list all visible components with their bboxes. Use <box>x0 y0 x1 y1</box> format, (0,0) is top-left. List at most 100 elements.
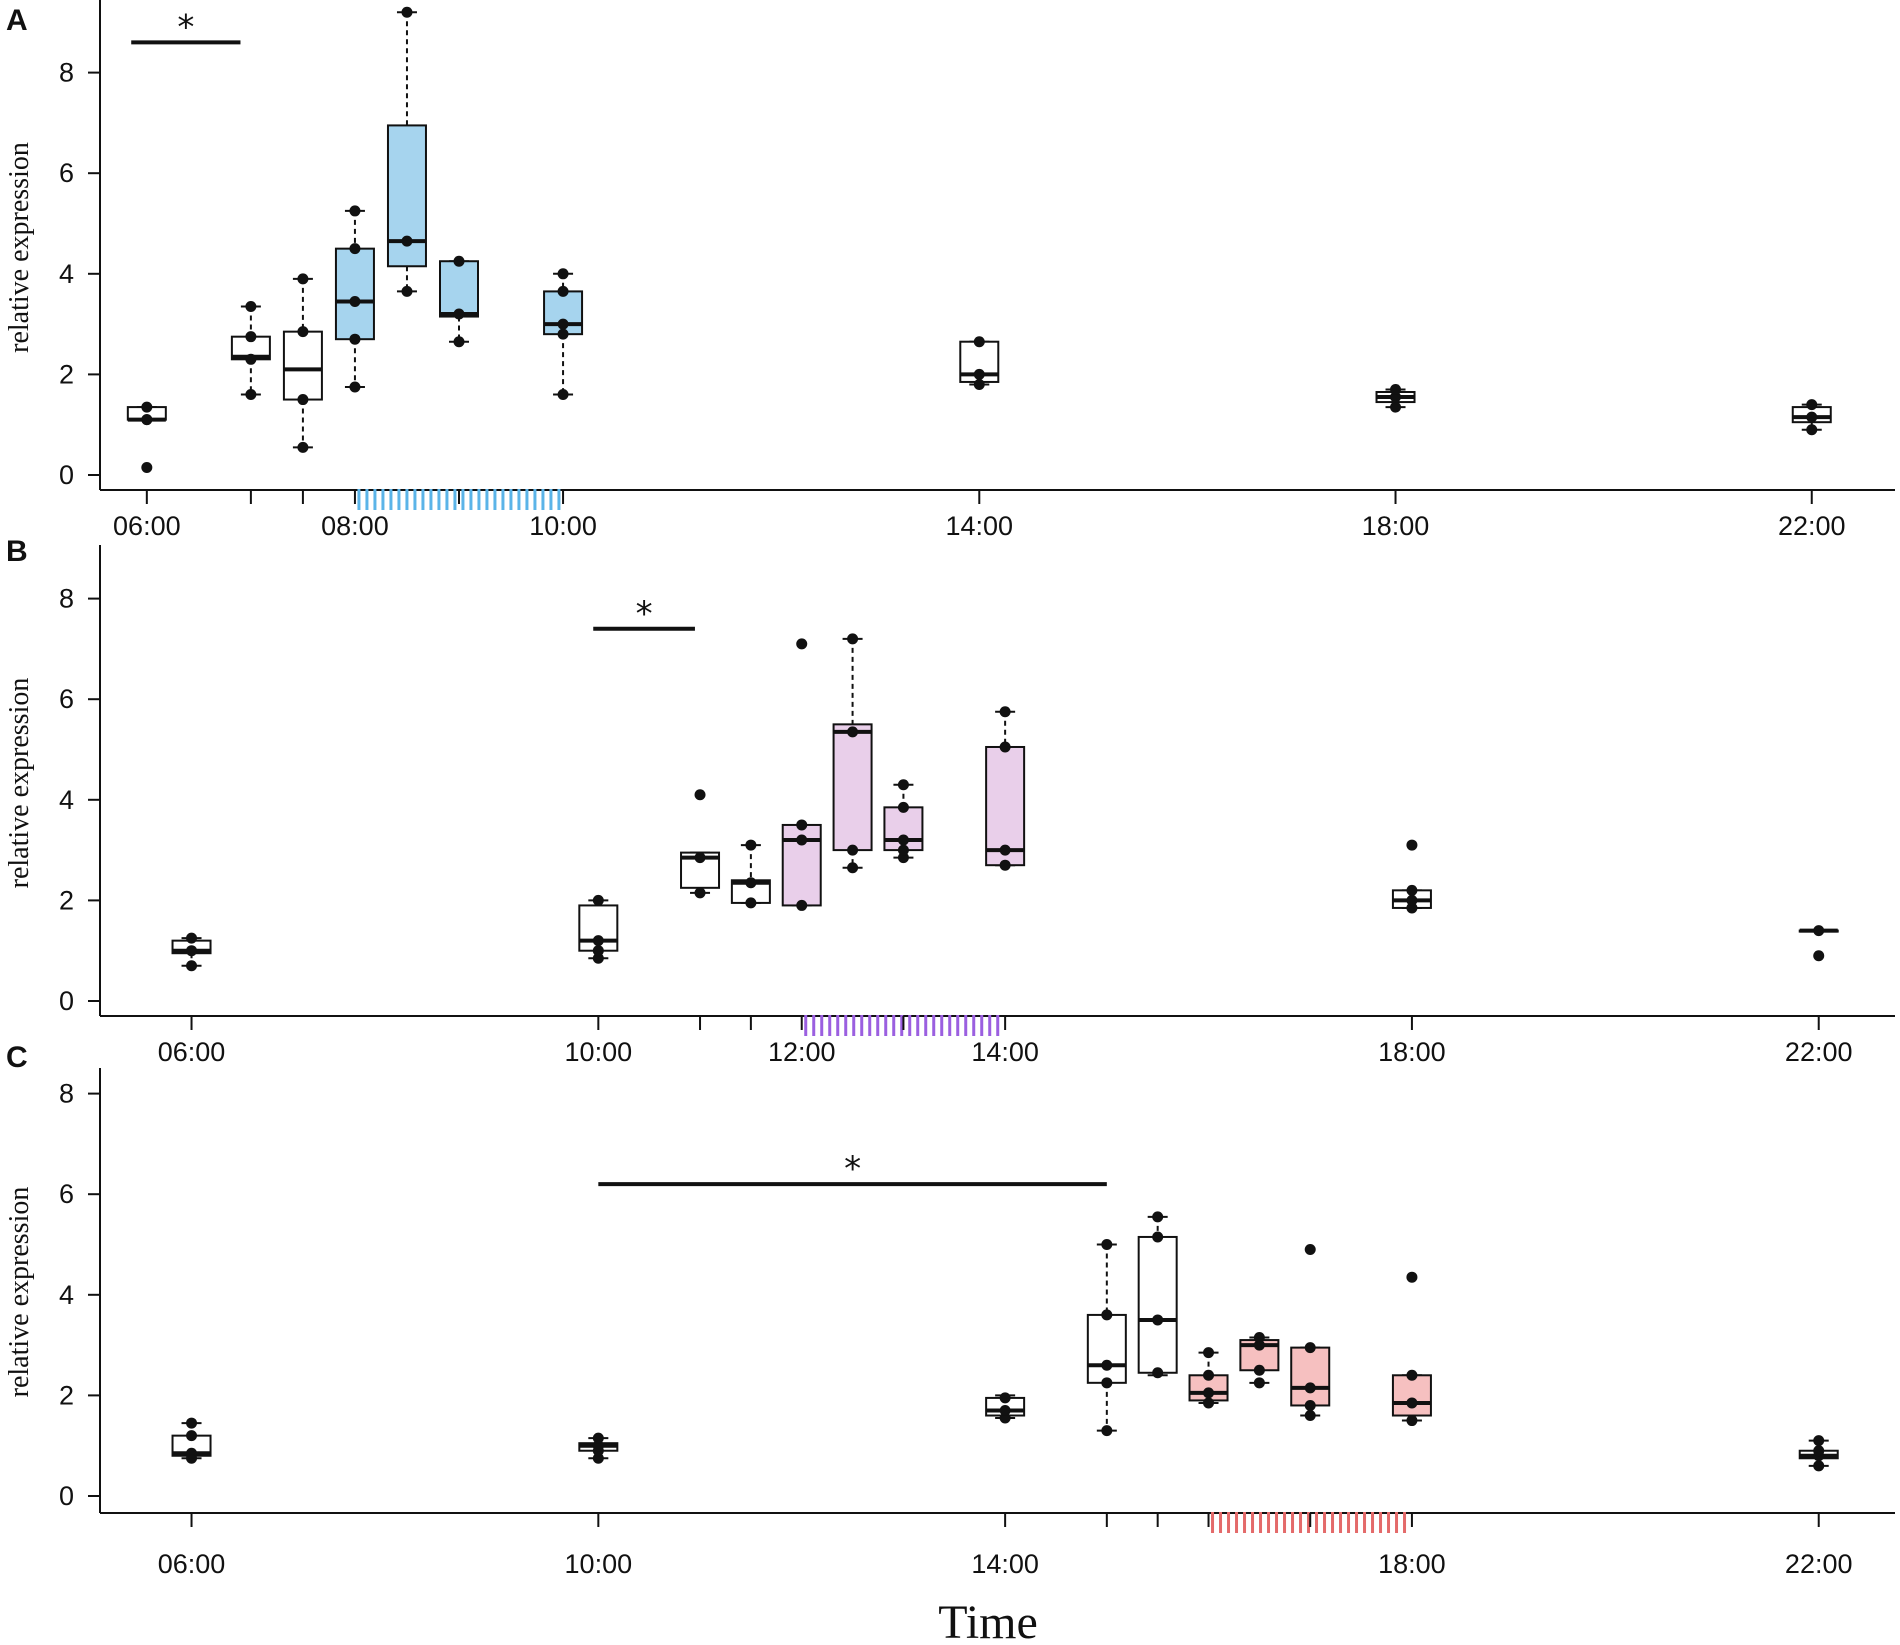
data-point <box>349 205 361 217</box>
boxplot <box>171 1417 212 1464</box>
data-point <box>186 960 198 972</box>
boxplot <box>959 336 1000 390</box>
data-point <box>592 894 604 906</box>
boxplot <box>334 205 375 393</box>
panel-a: A 0 2 4 6 8 relative expression 06:00 08:00 10:00… <box>4 0 1895 541</box>
y-tick-label: 6 <box>59 158 74 188</box>
x-tick-label: 18:00 <box>1378 1037 1446 1067</box>
data-point <box>796 899 808 911</box>
y-tick-label: 4 <box>59 259 74 289</box>
x-tick-label: 10:00 <box>565 1549 633 1579</box>
data-point <box>796 834 808 846</box>
data-point <box>1304 1382 1316 1394</box>
data-point <box>1406 1397 1418 1409</box>
data-point <box>897 834 909 846</box>
data-point <box>592 945 604 957</box>
panel-letter: B <box>6 535 28 568</box>
x-tick-label: 14:00 <box>971 1549 1039 1579</box>
data-point <box>1390 401 1402 413</box>
data-point <box>297 326 309 338</box>
data-point <box>557 328 569 340</box>
data-point <box>897 801 909 813</box>
data-point <box>1101 1309 1113 1321</box>
boxplot <box>1391 839 1432 914</box>
data-point <box>694 887 706 899</box>
y-tick-label: 4 <box>59 785 74 815</box>
data-point <box>349 243 361 255</box>
data-point <box>847 844 859 856</box>
x-tick-label: 06:00 <box>158 1549 226 1579</box>
data-point <box>557 268 569 280</box>
data-point <box>186 945 198 957</box>
data-point <box>745 897 757 909</box>
data-point <box>694 852 706 864</box>
data-point <box>745 877 757 889</box>
data-point <box>1813 1445 1825 1457</box>
data-point <box>999 1404 1011 1416</box>
data-point <box>1813 950 1825 962</box>
y-tick-label: 8 <box>59 584 74 614</box>
data-point <box>245 300 257 312</box>
data-point <box>1304 1244 1316 1256</box>
x-tick-label: 10:00 <box>565 1037 633 1067</box>
y-tick-label: 4 <box>59 1280 74 1310</box>
boxplot <box>578 1432 619 1464</box>
data-point <box>1203 1387 1215 1399</box>
boxplot <box>730 839 771 909</box>
y-tick-label: 0 <box>59 986 74 1016</box>
boxplot <box>1239 1332 1280 1389</box>
data-point <box>1203 1369 1215 1381</box>
data-point <box>592 1432 604 1444</box>
box <box>282 330 323 401</box>
data-point <box>186 1430 198 1442</box>
y-axis-label: relative expression <box>4 678 35 889</box>
panel-letter: C <box>6 1041 28 1074</box>
hatch-band <box>357 489 561 510</box>
data-point <box>1406 884 1418 896</box>
data-point <box>973 378 985 390</box>
boxplot <box>883 779 924 864</box>
data-point <box>592 952 604 964</box>
data-point <box>897 779 909 791</box>
data-point <box>1304 1410 1316 1422</box>
boxplot <box>126 401 167 473</box>
data-point <box>1406 894 1418 906</box>
x-tick-label: 18:00 <box>1378 1549 1446 1579</box>
data-point <box>1253 1364 1265 1376</box>
data-point <box>141 414 153 426</box>
box <box>832 723 873 852</box>
data-point <box>186 932 198 944</box>
significance-star: * <box>844 1149 861 1189</box>
data-point <box>999 859 1011 871</box>
data-point <box>349 381 361 393</box>
panel-letter: A <box>6 4 28 37</box>
x-tick-label: 18:00 <box>1362 511 1430 541</box>
hatch-band <box>804 1015 1000 1036</box>
box <box>334 247 375 341</box>
data-point <box>1152 1367 1164 1379</box>
boxplot <box>1137 1211 1178 1379</box>
boxplot <box>439 255 479 348</box>
boxplot <box>1391 1271 1432 1427</box>
data-point <box>694 789 706 801</box>
boxplot <box>1290 1244 1331 1422</box>
data-point <box>1101 1377 1113 1389</box>
data-point <box>1101 1425 1113 1437</box>
x-tick-label: 12:00 <box>768 1037 836 1067</box>
data-point <box>999 844 1011 856</box>
data-point <box>245 331 257 343</box>
data-point <box>297 273 309 285</box>
box <box>1137 1235 1178 1374</box>
x-tick-label: 10:00 <box>529 511 597 541</box>
boxplot <box>1188 1347 1229 1409</box>
boxplot <box>680 789 721 899</box>
data-point <box>453 255 465 267</box>
boxplot <box>832 633 873 874</box>
data-point <box>1304 1342 1316 1354</box>
box <box>1290 1346 1331 1407</box>
data-point <box>245 353 257 365</box>
data-point <box>557 318 569 330</box>
data-point <box>349 295 361 307</box>
data-point <box>141 461 153 473</box>
data-point <box>847 633 859 645</box>
